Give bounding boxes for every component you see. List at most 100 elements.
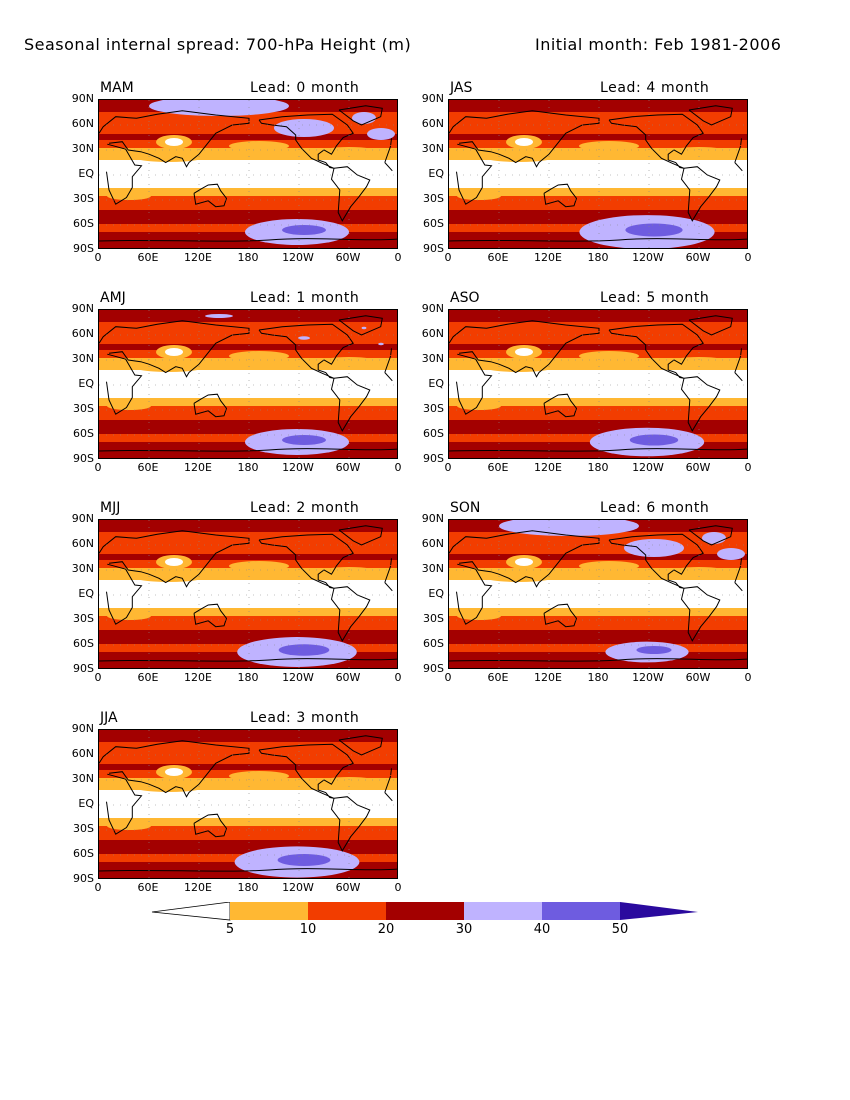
- lat-tick-label: 30N: [71, 772, 94, 785]
- lat-tick-label: EQ: [78, 797, 94, 810]
- lat-tick-label: 30S: [73, 402, 94, 415]
- colorbar-segment: [308, 902, 386, 920]
- lat-tick-label: 90N: [421, 302, 444, 315]
- lon-tick-label: 180: [237, 671, 259, 684]
- map-panel-amj: AMJ Lead: 1 month 90N 60N 30N EQ 30S 60S 90S 0 60E…: [0, 290, 402, 490]
- colorbar-level-label: 30: [455, 922, 473, 937]
- panel-lead-label: Lead: 6 month: [600, 500, 710, 516]
- panel-lead-label: Lead: 2 month: [250, 500, 360, 516]
- lon-tick-label: 0: [94, 251, 102, 264]
- map-plot-area: [98, 309, 398, 459]
- lon-tick-label: 60E: [487, 671, 509, 684]
- contour-field: [449, 310, 747, 458]
- lat-tick-label: 60N: [421, 327, 444, 340]
- lat-tick-label: 30S: [73, 612, 94, 625]
- lat-tick-label: EQ: [428, 377, 444, 390]
- lon-tick-label: 0: [744, 461, 752, 474]
- lon-tick-label: 120W: [632, 671, 664, 684]
- lon-tick-label: 0: [94, 881, 102, 894]
- lon-tick-label: 60E: [487, 251, 509, 264]
- lat-tick-label: 90N: [421, 92, 444, 105]
- lat-tick-label: 60S: [423, 637, 444, 650]
- lon-tick-label: 120E: [534, 461, 562, 474]
- lat-tick-label: 30S: [73, 822, 94, 835]
- figure-title-left: Seasonal internal spread: 700-hPa Height…: [24, 35, 412, 54]
- lat-tick-label: 60S: [73, 847, 94, 860]
- panel-season-label: JAS: [450, 80, 473, 96]
- colorbar-segment: [542, 902, 620, 920]
- contour-field: [449, 100, 747, 248]
- contour-field: [99, 100, 397, 248]
- panel-lead-label: Lead: 4 month: [600, 80, 710, 96]
- lat-tick-label: 30S: [423, 612, 444, 625]
- lat-tick-label: 60S: [423, 217, 444, 230]
- map-panel-mjj: MJJ Lead: 2 month 90N 60N 30N EQ 30S 60S 90S 0 60E…: [0, 500, 402, 700]
- lat-tick-label: EQ: [78, 587, 94, 600]
- lat-tick-label: 60N: [71, 747, 94, 760]
- lon-tick-label: 60W: [335, 461, 361, 474]
- figure-title-right: Initial month: Feb 1981-2006: [535, 35, 782, 54]
- colorbar-level-label: 50: [611, 922, 629, 937]
- lat-tick-label: 90S: [73, 662, 94, 675]
- lat-tick-label: 90S: [423, 452, 444, 465]
- lon-tick-label: 120W: [282, 251, 314, 264]
- panel-season-label: SON: [450, 500, 481, 516]
- lon-tick-label: 120E: [184, 671, 212, 684]
- lat-tick-label: 60S: [73, 217, 94, 230]
- lat-tick-label: 90N: [71, 302, 94, 315]
- lon-tick-label: 0: [444, 461, 452, 474]
- map-panel-mam: MAM Lead: 0 month 90N 60N 30N EQ 30S 60S 90S 0 60E…: [0, 80, 402, 280]
- map-panel-aso: ASO Lead: 5 month 90N 60N 30N EQ 30S 60S 90S 0 60E…: [350, 290, 752, 490]
- lon-tick-label: 0: [394, 461, 402, 474]
- lat-tick-label: 90N: [421, 512, 444, 525]
- panel-lead-label: Lead: 3 month: [250, 710, 360, 726]
- colorbar: 5 10 20 30 40 50: [150, 901, 710, 942]
- colorbar-segment: [230, 902, 308, 920]
- lat-tick-label: EQ: [428, 587, 444, 600]
- colorbar-level-label: 10: [299, 922, 317, 937]
- lon-tick-label: 0: [444, 671, 452, 684]
- lat-tick-label: 60S: [423, 427, 444, 440]
- panel-season-label: MAM: [100, 80, 134, 96]
- lat-tick-label: 60S: [73, 427, 94, 440]
- panel-season-label: JJA: [100, 710, 118, 726]
- lon-tick-label: 60E: [137, 251, 159, 264]
- panel-lead-label: Lead: 5 month: [600, 290, 710, 306]
- lon-tick-label: 0: [394, 881, 402, 894]
- lon-tick-label: 120E: [184, 251, 212, 264]
- lon-tick-label: 60W: [685, 671, 711, 684]
- lon-tick-label: 0: [444, 251, 452, 264]
- map-plot-area: [98, 99, 398, 249]
- lon-tick-label: 120E: [184, 881, 212, 894]
- lat-tick-label: 30N: [421, 142, 444, 155]
- lon-tick-label: 120W: [632, 251, 664, 264]
- lon-tick-label: 0: [744, 251, 752, 264]
- panel-lead-label: Lead: 1 month: [250, 290, 360, 306]
- lat-tick-label: 60S: [73, 637, 94, 650]
- lat-tick-label: 90S: [73, 452, 94, 465]
- lat-tick-label: EQ: [78, 377, 94, 390]
- lon-tick-label: 120W: [632, 461, 664, 474]
- lat-tick-label: 90N: [71, 92, 94, 105]
- lat-tick-label: 90N: [71, 512, 94, 525]
- lat-tick-label: 30N: [71, 352, 94, 365]
- lat-tick-label: 60N: [71, 327, 94, 340]
- lon-tick-label: 60W: [685, 251, 711, 264]
- panel-season-label: ASO: [450, 290, 480, 306]
- lon-tick-label: 60E: [137, 461, 159, 474]
- lat-tick-label: EQ: [78, 167, 94, 180]
- lon-tick-label: 120E: [534, 251, 562, 264]
- lat-tick-label: 30N: [421, 352, 444, 365]
- lat-tick-label: 60N: [421, 117, 444, 130]
- contour-field: [99, 310, 397, 458]
- lon-tick-label: 120W: [282, 461, 314, 474]
- lon-tick-label: 0: [94, 671, 102, 684]
- lat-tick-label: 30S: [73, 192, 94, 205]
- map-panel-jja: JJA Lead: 3 month 90N 60N 30N EQ 30S 60S 90S 0 60E…: [0, 710, 402, 910]
- panel-season-label: MJJ: [100, 500, 121, 516]
- colorbar-segment: [464, 902, 542, 920]
- map-plot-area: [448, 99, 748, 249]
- lon-tick-label: 180: [587, 671, 609, 684]
- lon-tick-label: 60E: [487, 461, 509, 474]
- panel-season-label: AMJ: [100, 290, 126, 306]
